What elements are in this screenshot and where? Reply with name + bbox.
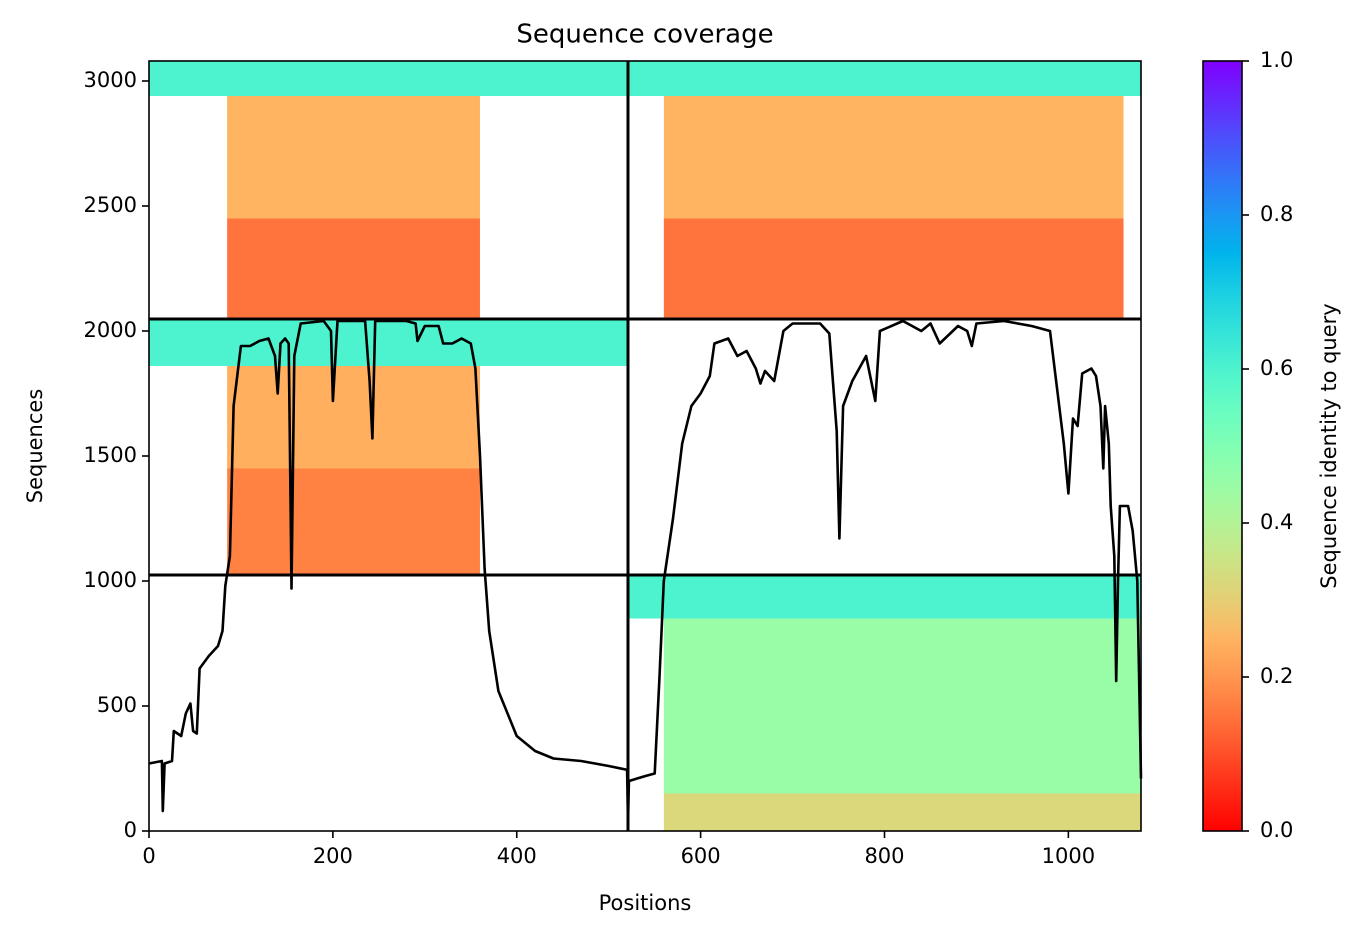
coverage-block (663, 793, 1141, 831)
colorbar-tick-label: 0.8 (1260, 202, 1293, 226)
colorbar-tick-label: 0.0 (1260, 818, 1293, 842)
y-tick-label: 2500 (84, 193, 137, 217)
x-tick-label: 400 (497, 844, 537, 868)
y-axis-label: Sequences (23, 389, 47, 504)
coverage-block (627, 575, 1141, 619)
x-axis-label: Positions (599, 891, 692, 915)
coverage-block (149, 319, 628, 366)
colorbar-tick-label: 1.0 (1260, 48, 1293, 72)
coverage-block (627, 61, 1141, 96)
colorbar-tick-label: 0.4 (1260, 510, 1293, 534)
coverage-block (663, 618, 1141, 794)
colorbar-tick-label: 0.6 (1260, 356, 1293, 380)
y-tick-label: 1000 (84, 568, 137, 592)
colorbar-label: Sequence identity to query (1317, 303, 1341, 588)
coverage-block (227, 366, 480, 469)
colorbar-tick-label: 0.2 (1260, 664, 1293, 688)
y-tick-label: 1500 (84, 443, 137, 467)
x-tick-label: 1000 (1042, 844, 1095, 868)
chart-title: Sequence coverage (516, 20, 773, 50)
plot-frame (148, 60, 1142, 832)
x-tick-label: 0 (142, 844, 155, 868)
coverage-block (149, 61, 628, 96)
coverage-block (227, 468, 480, 575)
coverage-line (148, 319, 1143, 825)
coverage-block (663, 96, 1124, 219)
colorbar (1202, 60, 1243, 832)
y-tick-label: 3000 (84, 68, 137, 92)
x-tick-label: 600 (681, 844, 721, 868)
y-tick-label: 500 (97, 693, 137, 717)
x-tick-label: 800 (864, 844, 904, 868)
coverage-block (227, 96, 480, 219)
y-tick-label: 2000 (84, 318, 137, 342)
coverage-block (227, 218, 480, 319)
y-tick-label: 0 (124, 818, 137, 842)
coverage-block (663, 218, 1124, 319)
x-tick-label: 200 (313, 844, 353, 868)
